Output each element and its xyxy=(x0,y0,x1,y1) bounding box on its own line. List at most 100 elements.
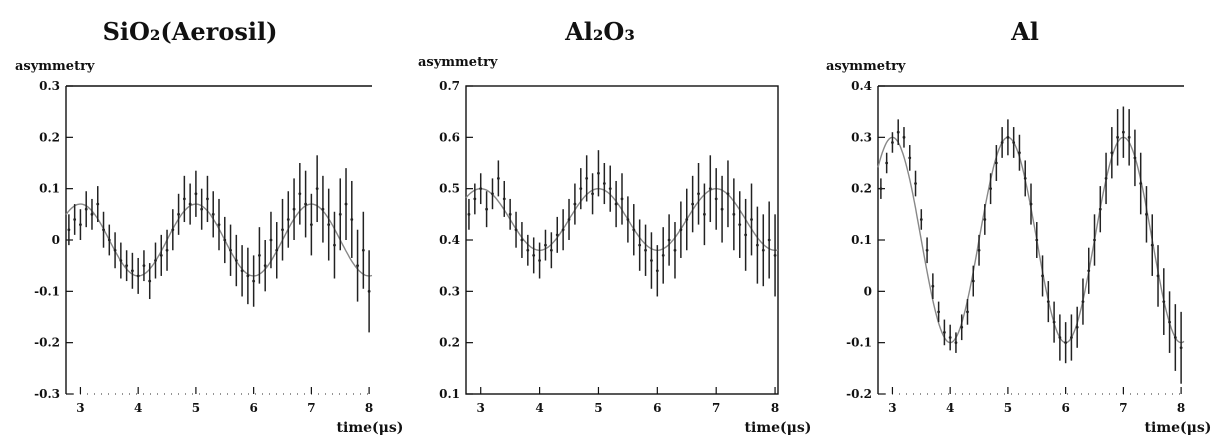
data-point xyxy=(549,248,553,252)
y-tick-label: -0.3 xyxy=(34,387,60,401)
data-point xyxy=(1145,212,1148,216)
data-point xyxy=(891,141,894,144)
data-point xyxy=(673,248,677,252)
data-point xyxy=(755,243,759,247)
data-point xyxy=(626,218,630,221)
data-point xyxy=(732,212,736,216)
data-point xyxy=(679,228,683,232)
data-point xyxy=(1018,151,1021,155)
data-point xyxy=(298,192,302,196)
y-tick-label: -0.1 xyxy=(846,336,872,350)
data-point xyxy=(954,341,958,345)
data-point xyxy=(194,192,198,196)
data-point xyxy=(130,269,134,273)
data-point xyxy=(1168,320,1171,324)
x-tick-label: 7 xyxy=(712,401,720,415)
data-point xyxy=(750,218,753,221)
data-point xyxy=(942,331,946,334)
data-point xyxy=(79,223,82,227)
data-point xyxy=(937,310,941,314)
y-tick-label: 0.7 xyxy=(439,79,460,93)
data-point xyxy=(761,248,765,252)
data-point xyxy=(726,192,730,196)
x-axis-label: time(μs) xyxy=(337,420,404,436)
data-point xyxy=(1070,336,1073,339)
y-tick-label: 0.6 xyxy=(439,130,460,144)
data-point xyxy=(281,228,284,232)
y-tick-label: 0 xyxy=(52,233,60,247)
data-point xyxy=(1162,300,1166,303)
y-tick-label: -0.2 xyxy=(34,336,60,350)
x-tick-label: 5 xyxy=(1004,401,1012,415)
data-point xyxy=(667,238,671,242)
data-point xyxy=(931,284,935,288)
data-point xyxy=(344,202,348,206)
data-point xyxy=(246,274,250,278)
data-point xyxy=(697,192,700,196)
data-point xyxy=(165,248,169,252)
data-point xyxy=(1006,135,1010,139)
x-tick-label: 6 xyxy=(1061,401,1069,415)
data-point xyxy=(1156,274,1160,278)
data-point xyxy=(240,269,244,273)
data-point xyxy=(211,212,215,216)
y-axis-label: asymmetry xyxy=(826,59,906,74)
data-point xyxy=(1087,269,1091,273)
y-tick-label: 0.1 xyxy=(39,182,60,196)
data-point xyxy=(738,223,742,227)
data-point xyxy=(206,197,209,201)
data-point xyxy=(597,171,600,175)
data-point xyxy=(107,238,111,242)
data-point xyxy=(269,238,273,242)
data-point xyxy=(1075,325,1079,329)
data-point xyxy=(1139,182,1143,185)
data-point xyxy=(914,182,917,185)
data-point xyxy=(485,207,489,211)
data-point xyxy=(479,187,483,191)
data-point xyxy=(691,202,695,206)
data-point xyxy=(154,259,157,262)
x-tick-label: 3 xyxy=(477,401,485,415)
panel-al: Al asymmetry time(μs) -0.2 -0.1 0 0.1 0.2 0.3… xyxy=(826,17,1211,436)
data-point xyxy=(948,336,952,339)
data-point xyxy=(567,218,571,221)
data-point xyxy=(1081,300,1085,303)
data-point xyxy=(473,197,477,201)
data-point xyxy=(1058,336,1062,339)
panel-title: Al₂O₃ xyxy=(564,17,635,46)
data-point xyxy=(1116,135,1120,139)
data-point xyxy=(327,223,331,227)
data-point xyxy=(361,248,365,252)
data-point xyxy=(971,279,975,283)
data-point xyxy=(125,264,129,268)
data-point xyxy=(1173,336,1177,339)
panel-al2o3: Al₂O₃ asymmetry time(μs) 0.1 0.2 0.3 0.4 0.5… xyxy=(418,17,811,436)
data-point xyxy=(84,207,88,211)
data-point xyxy=(67,228,71,232)
data-point xyxy=(620,197,624,201)
x-tick-label: 7 xyxy=(307,401,315,415)
data-point xyxy=(544,243,547,247)
data-point xyxy=(321,207,325,211)
data-point xyxy=(1110,151,1114,155)
data-point xyxy=(514,228,518,232)
data-point xyxy=(1098,207,1102,211)
y-tick-label: 0.3 xyxy=(851,130,872,144)
data-point xyxy=(885,161,889,165)
data-point xyxy=(263,264,267,268)
y-tick-label: -0.2 xyxy=(846,387,872,401)
data-point xyxy=(532,254,536,257)
data-point xyxy=(638,243,642,247)
data-point xyxy=(234,259,238,262)
data-point xyxy=(229,248,232,252)
data-point xyxy=(919,218,923,221)
data-point xyxy=(767,238,771,242)
data-point xyxy=(591,192,594,196)
data-point xyxy=(608,187,612,191)
x-tick-label: 8 xyxy=(1177,401,1185,415)
x-tick-label: 6 xyxy=(249,401,257,415)
data-point xyxy=(148,279,152,283)
data-point xyxy=(142,264,146,268)
data-point xyxy=(217,223,221,227)
